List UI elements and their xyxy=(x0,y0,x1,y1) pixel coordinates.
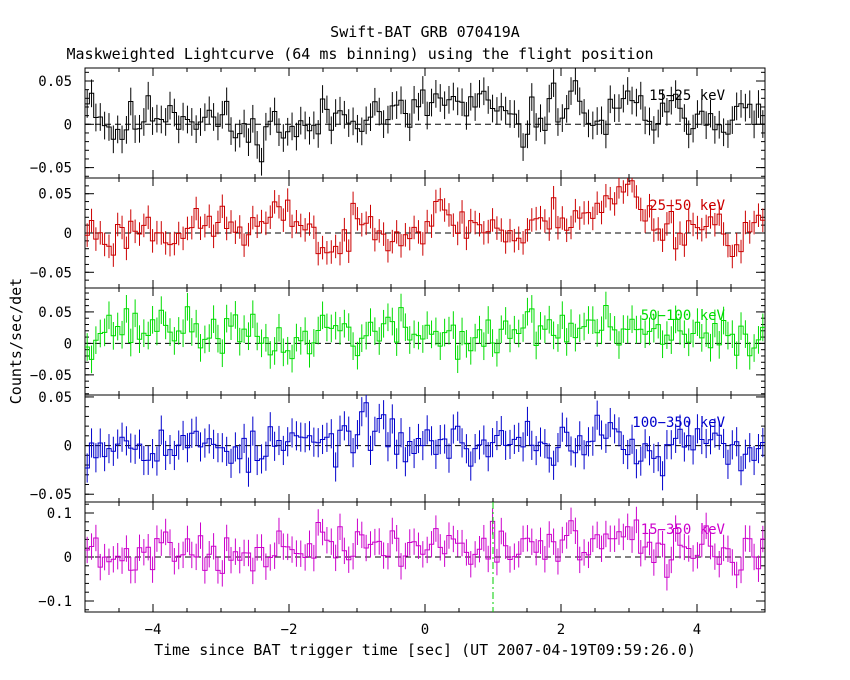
band-label: 100−350 keV xyxy=(632,415,725,431)
x-tick-label: 4 xyxy=(693,622,701,638)
panel-5: −0.1 0 0.1 15−350 keV xyxy=(38,501,766,613)
y-tick-label: 0.1 xyxy=(47,506,72,522)
panel-4: −0.05 0 0.05 100−350 keV xyxy=(30,390,766,503)
x-tick-labels: −4 −2 0 2 4 xyxy=(145,622,702,638)
x-tick-label: 2 xyxy=(557,622,565,638)
lightcurve-series xyxy=(85,519,765,578)
y-axis-label: Counts/sec/det xyxy=(7,278,25,404)
y-tick-label: 0 xyxy=(64,117,72,133)
band-label: 15−350 keV xyxy=(641,522,726,538)
y-tick-label: −0.05 xyxy=(30,368,72,384)
y-tick-label: 0.05 xyxy=(38,74,72,90)
chart-subtitle: Maskweighted Lightcurve (64 ms binning) … xyxy=(67,45,654,63)
x-tick-label: 0 xyxy=(421,622,429,638)
y-tick-label: 0 xyxy=(64,336,72,352)
panel-2: −0.05 0 0.05 25−50 keV xyxy=(30,177,766,289)
y-tick-label: 0 xyxy=(64,226,72,242)
y-tick-label: 0.05 xyxy=(38,187,72,203)
lightcurve-series xyxy=(85,180,765,257)
y-tick-label: −0.05 xyxy=(30,487,72,503)
y-tick-label: −0.05 xyxy=(30,265,72,281)
y-tick-label: 0 xyxy=(64,439,72,455)
lightcurve-series xyxy=(85,305,765,360)
band-label: 50−100 keV xyxy=(641,308,726,324)
x-tick-label: −2 xyxy=(281,622,298,638)
band-label: 25−50 keV xyxy=(649,198,725,214)
y-tick-label: 0.05 xyxy=(38,305,72,321)
lightcurve-series xyxy=(85,402,765,477)
band-label: 15−25 keV xyxy=(649,88,725,104)
y-tick-label: 0.05 xyxy=(38,390,72,406)
panel-3: −0.05 0 0.05 50−100 keV xyxy=(30,287,766,396)
lightcurve-series xyxy=(85,80,765,163)
panel-1: −0.05 0 0.05 15−25 keV xyxy=(30,67,766,179)
y-tick-label: −0.1 xyxy=(38,594,72,610)
x-axis-label: Time since BAT trigger time [sec] (UT 20… xyxy=(154,641,696,659)
x-tick-label: −4 xyxy=(145,622,162,638)
y-tick-label: 0 xyxy=(64,550,72,566)
y-tick-label: −0.05 xyxy=(30,161,72,177)
chart-title: Swift-BAT GRB 070419A xyxy=(330,23,520,41)
